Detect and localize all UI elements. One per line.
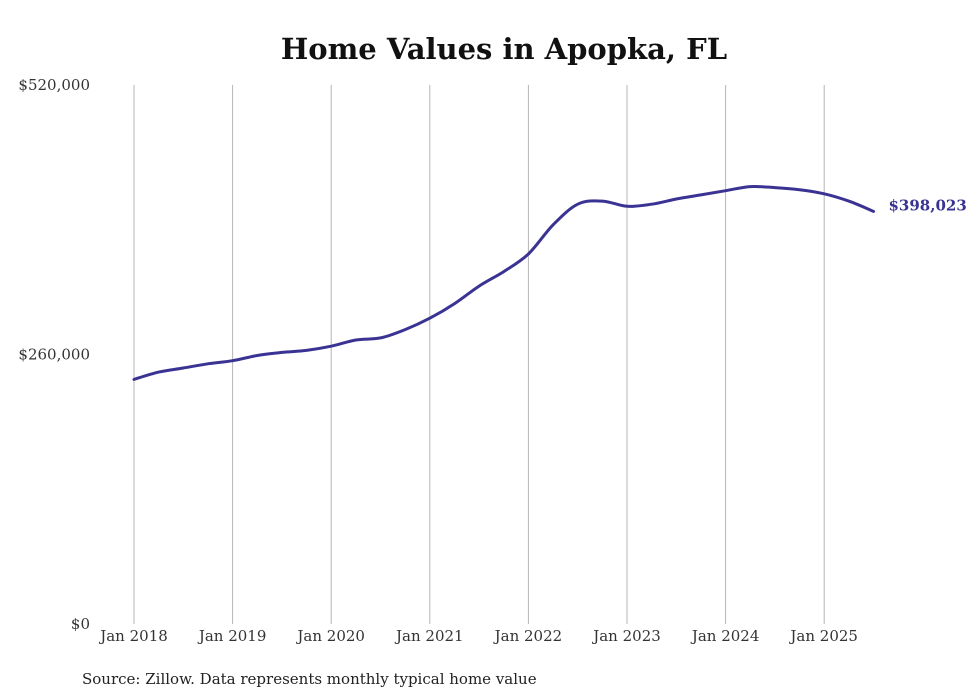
x-tick-label: Jan 2019 [197, 627, 267, 645]
chart-title: Home Values in Apopka, FL [281, 32, 727, 66]
x-tick-label: Jan 2022 [493, 627, 563, 645]
x-tick-label: Jan 2025 [788, 627, 858, 645]
y-tick-label: $260,000 [18, 346, 90, 364]
x-tick-label: Jan 2024 [690, 627, 760, 645]
x-tick-label: Jan 2023 [591, 627, 661, 645]
grid-lines [133, 85, 825, 624]
home-value-series-line [132, 184, 875, 381]
x-tick-label: Jan 2020 [295, 627, 365, 645]
x-axis-ticks: Jan 2018 Jan 2019 Jan 2020 Jan 2021 Jan 2022… [98, 627, 858, 645]
x-tick-label: Jan 2021 [394, 627, 464, 645]
y-tick-label: $0 [71, 615, 90, 633]
latest-value-label: $398,023 [889, 196, 967, 214]
y-tick-label: $520,000 [18, 76, 90, 94]
source-note: Source: Zillow. Data represents monthly … [82, 670, 537, 688]
x-tick-label: Jan 2018 [98, 627, 168, 645]
y-axis-ticks: $0 $260,000 $520,000 [18, 76, 90, 633]
